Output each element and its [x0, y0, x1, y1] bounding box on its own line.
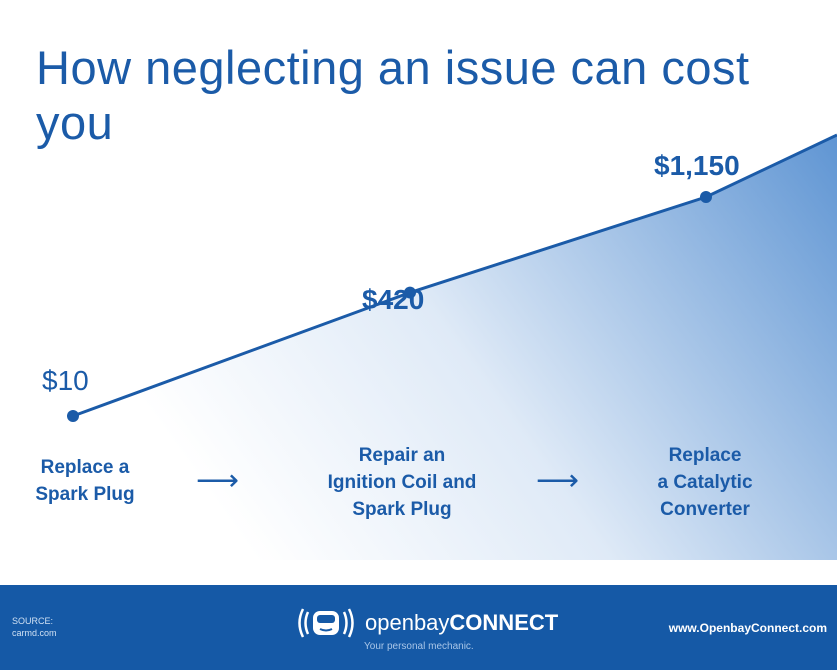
data-label-2: $1,150 — [654, 150, 740, 181]
category-label-1: Repair an Ignition Coil and Spark Plug — [327, 445, 477, 520]
footer: SOURCE: carmd.com openbayCONNECT Your pe… — [0, 585, 837, 670]
chart-title: How neglecting an issue can cost you — [36, 41, 750, 149]
data-point-1 — [404, 286, 416, 299]
brand-logo: openbayCONNECT — [295, 603, 558, 643]
data-point-2 — [700, 191, 712, 203]
car-signal-icon — [298, 608, 354, 638]
tagline: Your personal mechanic. — [364, 641, 474, 652]
arrow-right-icon: ⟶ — [196, 464, 240, 497]
chart-area — [67, 133, 837, 560]
source-label: SOURCE: — [12, 616, 54, 626]
data-label-1: $420 — [362, 284, 425, 315]
arrow-right-icon: ⟶ — [536, 464, 580, 497]
brand-name-bold: CONNECT — [449, 610, 559, 635]
data-point-0 — [67, 410, 79, 422]
source-value: carmd.com — [12, 628, 57, 638]
category-label-2: Replace a Catalytic Converter — [657, 445, 753, 520]
brand-name-light: openbay — [365, 610, 450, 635]
category-label-0: Replace a Spark Plug — [35, 457, 135, 505]
series-line — [72, 133, 837, 418]
data-label-0: $10 — [42, 365, 89, 396]
area-fill — [73, 135, 837, 560]
source: SOURCE: carmd.com — [12, 615, 57, 639]
website-link[interactable]: www.OpenbayConnect.com — [668, 621, 827, 635]
